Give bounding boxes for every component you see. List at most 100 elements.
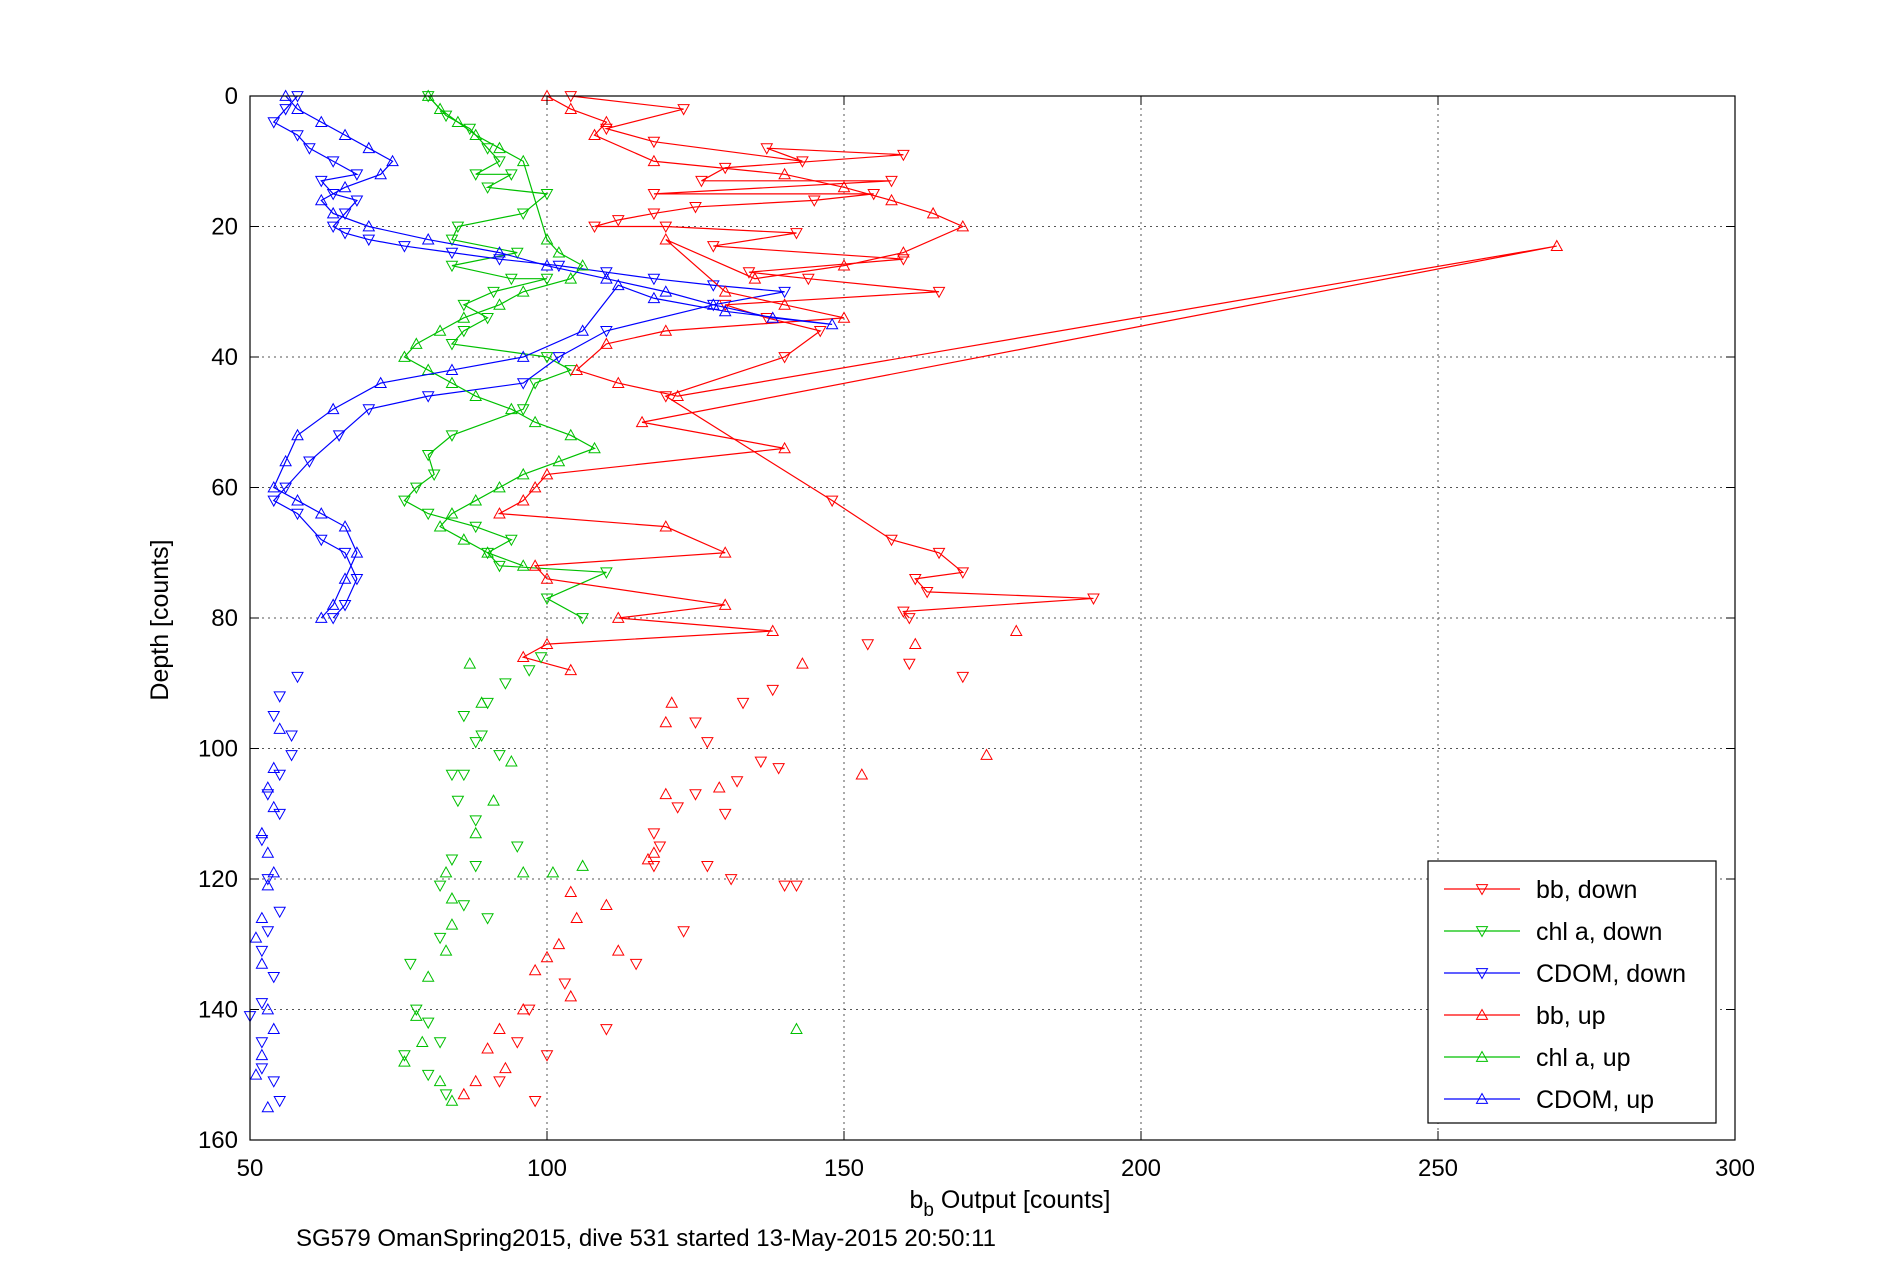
x-axis-label: bb Output [counts] (910, 1186, 1111, 1221)
data-point (600, 123, 613, 136)
data-point (475, 730, 489, 742)
data-point (718, 299, 732, 312)
data-point (326, 402, 340, 415)
x-tick-label: 100 (527, 1155, 567, 1182)
data-point (516, 404, 530, 416)
data-point (659, 520, 673, 532)
data-point (451, 115, 465, 127)
data-point (653, 841, 667, 853)
data-point (635, 415, 649, 428)
data-point (469, 861, 483, 873)
data-point (267, 971, 281, 984)
data-point (404, 958, 417, 971)
data-point (481, 312, 494, 325)
data-point (505, 402, 518, 415)
data-point (558, 978, 572, 990)
data-point (493, 507, 506, 519)
x-tick-label: 150 (824, 1155, 864, 1182)
data-point (261, 874, 275, 886)
legend-swatch-marker (1475, 1008, 1489, 1020)
data-point (267, 800, 281, 813)
data-point (796, 156, 809, 168)
data-point (338, 228, 352, 240)
legend-entry: CDOM, up (1444, 1086, 1654, 1114)
data-point (267, 865, 281, 878)
data-point (528, 480, 542, 493)
y-tick-label: 60 (211, 475, 238, 502)
data-point (564, 989, 578, 1002)
data-point (457, 769, 471, 782)
data-point (398, 241, 411, 253)
y-tick-label: 140 (198, 997, 238, 1024)
data-point (576, 613, 589, 625)
data-point (338, 547, 352, 560)
data-point (647, 154, 661, 167)
data-point (493, 560, 506, 573)
data-point (398, 350, 411, 362)
data-point (421, 1069, 435, 1082)
data-point (516, 494, 530, 506)
data-point (326, 221, 340, 234)
data-point (261, 878, 275, 891)
series-cdom-up (267, 89, 839, 623)
data-point (505, 534, 518, 547)
data-point (505, 755, 518, 767)
data-point (736, 697, 750, 710)
data-point (481, 143, 494, 155)
data-point (647, 273, 661, 286)
data-point (332, 430, 346, 442)
data-point (445, 892, 459, 904)
data-point (516, 208, 530, 220)
data-point (855, 768, 869, 780)
data-point (362, 141, 376, 154)
data-point (790, 1022, 803, 1034)
x-tick-label: 300 (1715, 1155, 1755, 1182)
data-point (493, 141, 506, 154)
data-point (689, 202, 702, 214)
y-tick-label: 160 (198, 1127, 238, 1154)
legend-entry: bb, up (1444, 1002, 1606, 1030)
data-point (837, 180, 851, 193)
data-point (445, 247, 459, 260)
data-point (338, 180, 352, 193)
data-point (469, 826, 483, 839)
data-point (588, 221, 601, 234)
data-point (291, 671, 304, 684)
series-line (272, 95, 785, 619)
data-point (493, 246, 506, 258)
data-point (362, 219, 376, 232)
data-point (1550, 239, 1564, 251)
data-point (902, 613, 916, 625)
data-point (445, 1094, 459, 1106)
data-point (540, 259, 554, 271)
data-point (701, 861, 714, 873)
data-point (261, 926, 275, 938)
data-point (445, 854, 459, 866)
data-point (481, 182, 494, 194)
data-point (790, 228, 803, 240)
data-point (861, 639, 875, 651)
data-point (350, 195, 364, 207)
data-point (267, 1076, 281, 1088)
data-point (510, 247, 524, 260)
data-point (493, 254, 506, 266)
data-point (439, 1089, 453, 1101)
data-point (528, 1095, 542, 1108)
data-point (516, 1002, 530, 1015)
data-point (493, 1022, 506, 1034)
data-point (588, 441, 601, 454)
data-point (677, 104, 690, 116)
data-point (528, 559, 542, 571)
data-point (778, 880, 791, 893)
data-point (611, 944, 625, 956)
data-point (451, 795, 465, 808)
data-point (285, 750, 298, 762)
data-point (516, 467, 530, 480)
data-point (279, 454, 292, 467)
data-point (445, 260, 459, 273)
data-point (516, 285, 530, 297)
data-point (600, 326, 613, 338)
data-point (659, 391, 673, 403)
data-point (493, 298, 506, 310)
y-axis-label: Depth [counts] (146, 539, 174, 700)
